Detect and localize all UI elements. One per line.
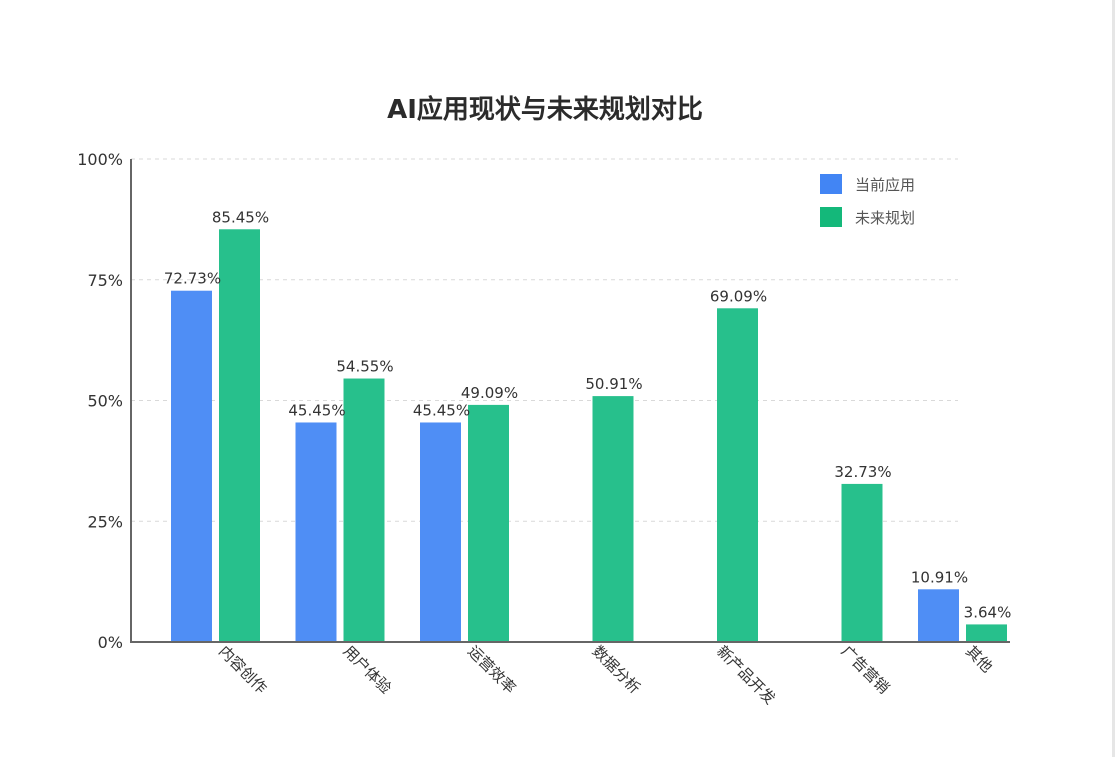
bar bbox=[717, 308, 758, 642]
data-label: 3.64% bbox=[964, 603, 1012, 621]
x-tick-label: 其他 bbox=[962, 642, 996, 676]
x-tick-label: 广告营销 bbox=[838, 642, 893, 697]
chart-title: AI应用现状与未来规划对比 bbox=[387, 94, 703, 125]
data-label: 10.91% bbox=[911, 568, 968, 586]
legend-swatch bbox=[820, 174, 842, 194]
bar bbox=[918, 589, 959, 642]
y-tick-label: 0% bbox=[98, 633, 123, 652]
data-label: 85.45% bbox=[212, 208, 269, 226]
data-label: 49.09% bbox=[461, 384, 518, 402]
data-label: 32.73% bbox=[834, 463, 891, 481]
bar bbox=[592, 396, 634, 642]
bar bbox=[468, 404, 509, 642]
bars-layer bbox=[171, 229, 1007, 643]
x-tick-label: 用户体验 bbox=[340, 642, 395, 697]
window-edge bbox=[1112, 0, 1115, 757]
data-label: 72.73% bbox=[164, 270, 221, 288]
bar bbox=[343, 378, 385, 642]
data-label: 45.45% bbox=[288, 401, 345, 419]
x-tick-label: 内容创作 bbox=[215, 642, 270, 697]
data-label: 54.55% bbox=[336, 358, 393, 376]
bar bbox=[966, 624, 1007, 642]
y-tick-label: 25% bbox=[87, 512, 123, 531]
y-tick-label: 50% bbox=[87, 392, 123, 411]
x-tick-label: 运营效率 bbox=[464, 642, 519, 697]
legend-swatch bbox=[820, 207, 842, 227]
x-tick-label: 新产品开发 bbox=[713, 642, 779, 708]
data-label: 69.09% bbox=[710, 287, 767, 305]
y-tick-label: 100% bbox=[77, 150, 123, 169]
bar bbox=[219, 229, 260, 643]
bar bbox=[295, 422, 337, 642]
x-tick-label: 数据分析 bbox=[589, 642, 644, 697]
bar bbox=[171, 290, 212, 642]
bar bbox=[420, 422, 461, 642]
labels-layer: 72.73%85.45%45.45%54.55%45.45%49.09% 50.9… bbox=[164, 208, 1011, 621]
legend-label: 当前应用 bbox=[855, 176, 915, 194]
grid-layer bbox=[131, 158, 958, 522]
data-label: 50.91% bbox=[585, 375, 642, 393]
bar bbox=[841, 483, 883, 642]
legend-label: 未来规划 bbox=[855, 209, 915, 227]
y-tick-label: 75% bbox=[87, 271, 123, 290]
data-label: 45.45% bbox=[413, 401, 470, 419]
